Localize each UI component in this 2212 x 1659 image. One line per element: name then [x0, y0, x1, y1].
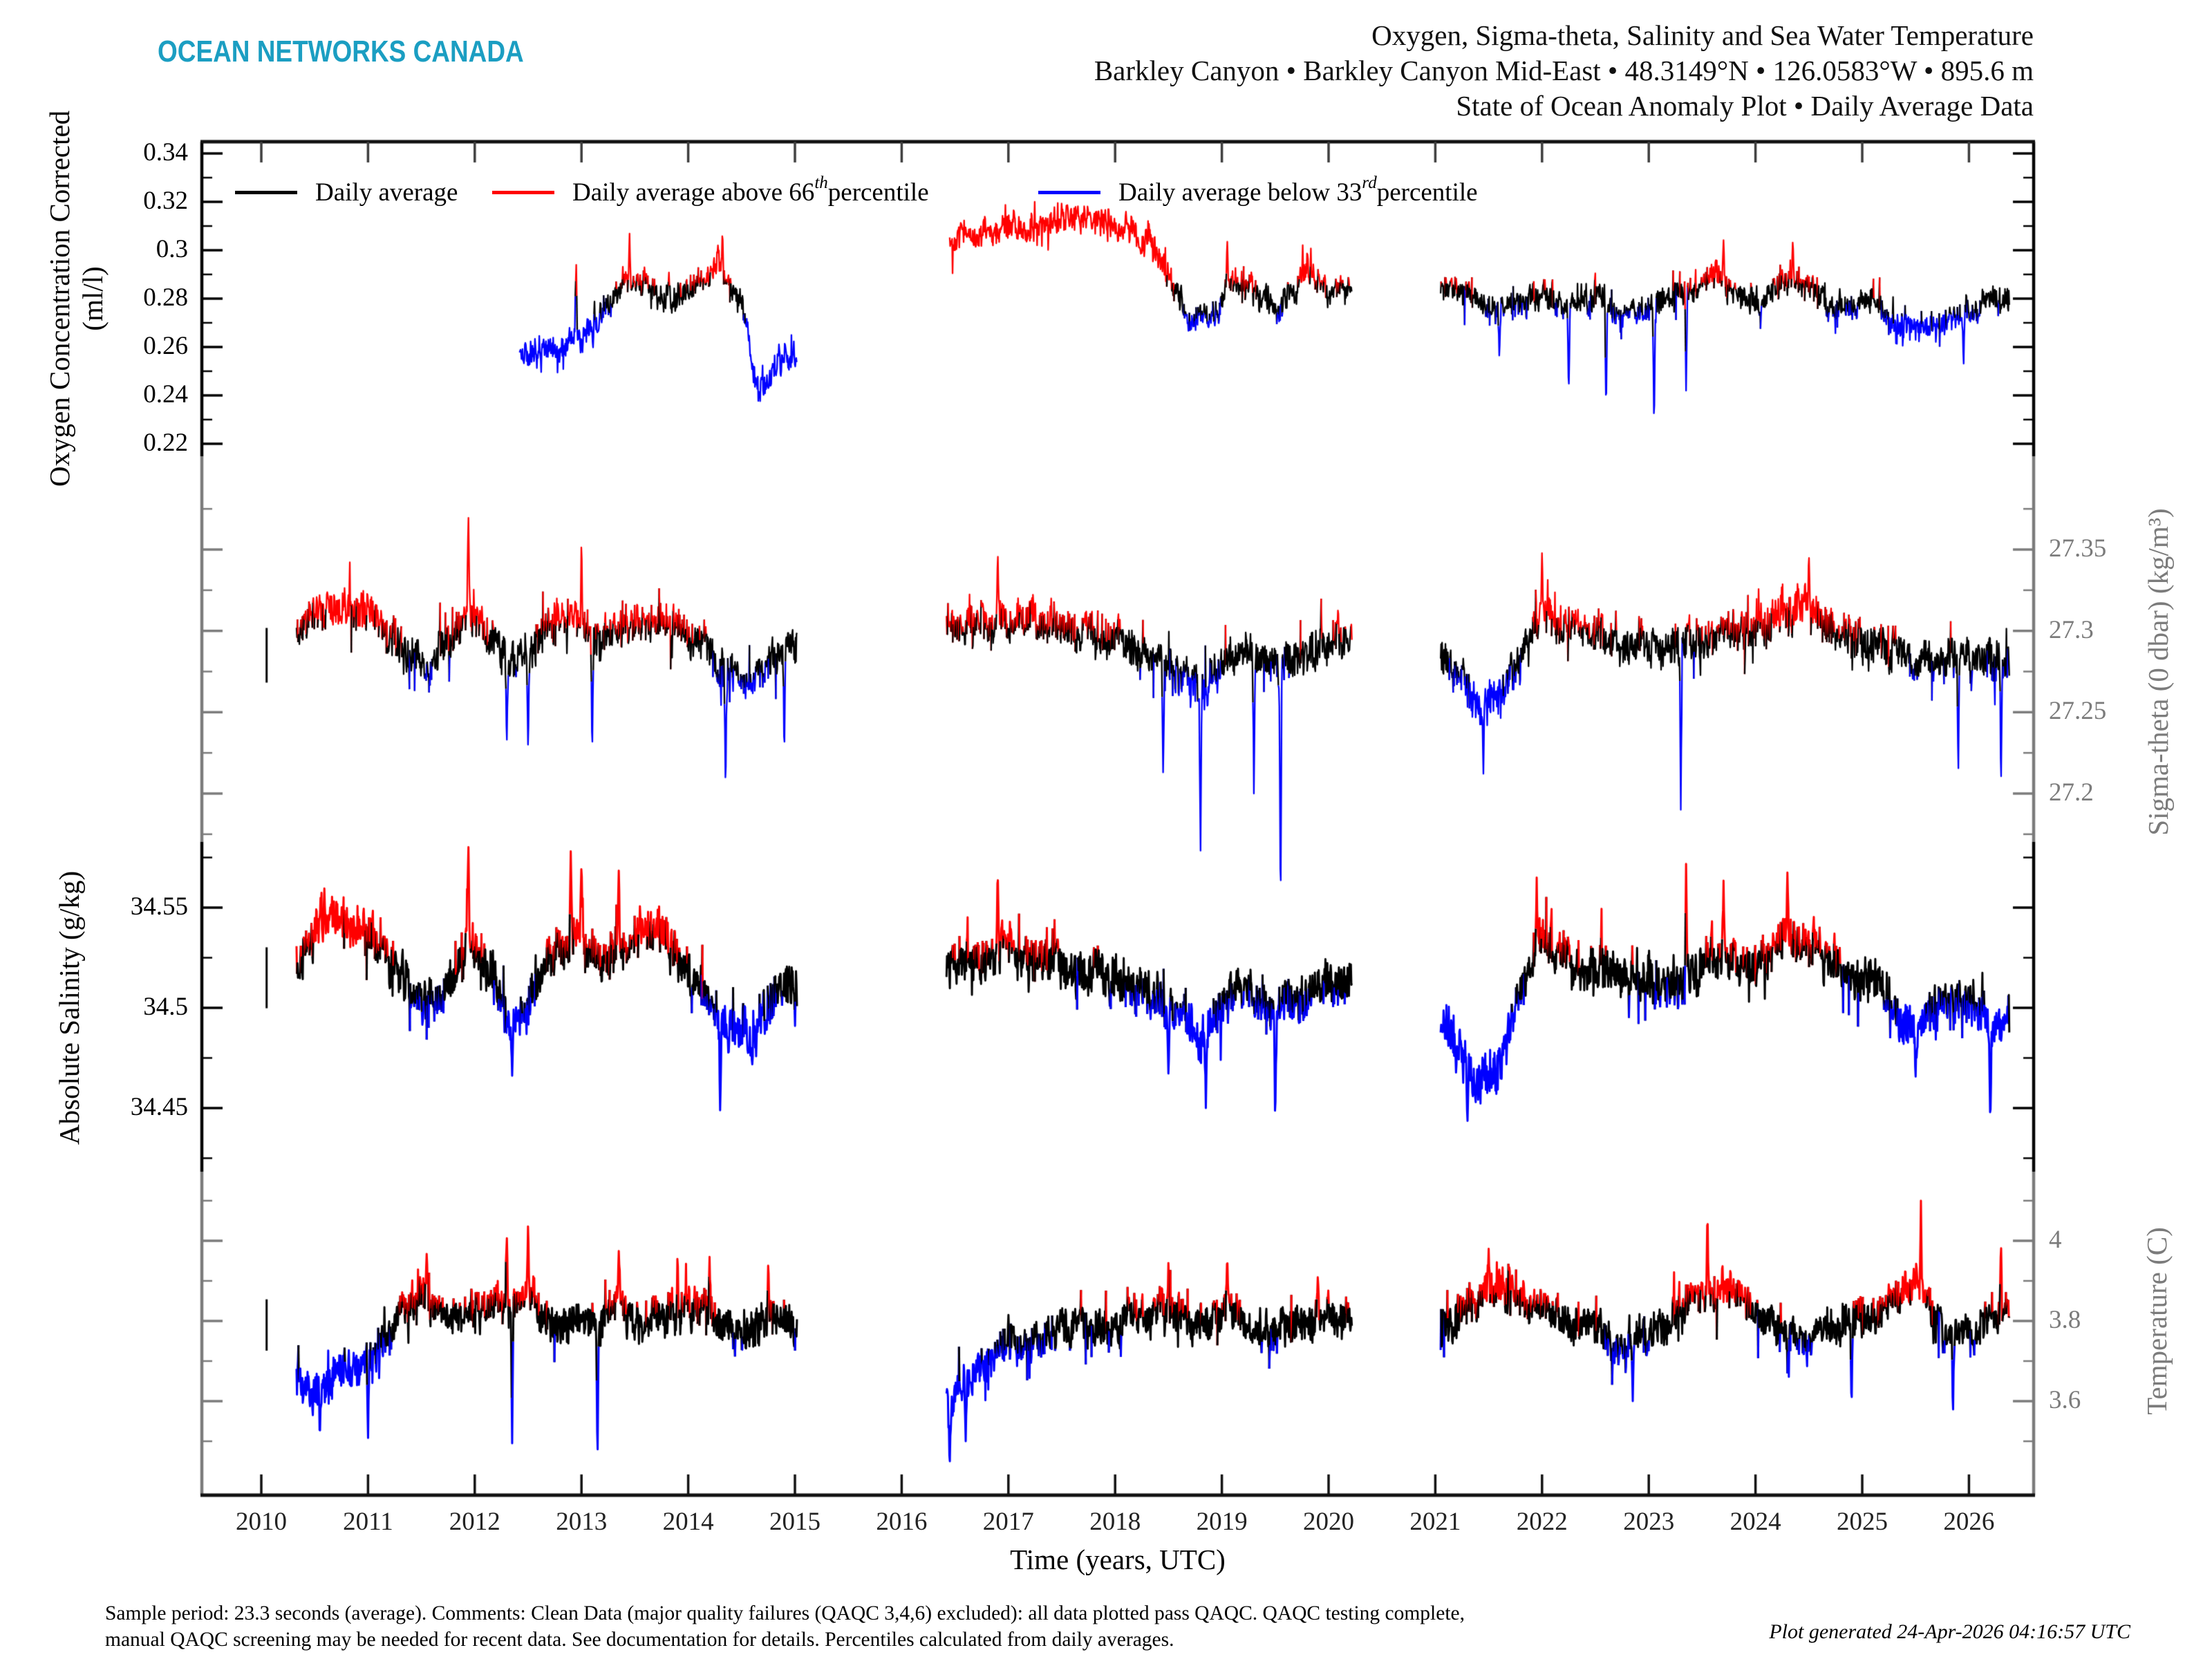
legend-line-black [235, 190, 297, 194]
y-tick-label-temperature: 4 [2049, 1226, 2062, 1254]
legend-superscript: rd [1362, 174, 1377, 192]
x-tick-label-2017: 2017 [982, 1508, 1034, 1536]
legend-label-suffix: percentile [827, 178, 929, 207]
x-tick-label-2011: 2011 [343, 1508, 393, 1536]
x-tick-label-2023: 2023 [1623, 1508, 1675, 1536]
y-tick-label-oxygen: 0.3 [156, 235, 188, 263]
legend-label: Daily average [315, 178, 458, 207]
y-axis-label-sigma-theta: Sigma-theta (0 dbar) (kg/m³) [2142, 508, 2174, 836]
y-tick-label-temperature: 3.8 [2049, 1306, 2081, 1334]
y-tick-label-oxygen: 0.24 [143, 380, 188, 409]
x-tick-label-2015: 2015 [769, 1508, 821, 1536]
legend-line-blue [1038, 190, 1100, 194]
y-tick-label-salinity: 34.5 [143, 993, 188, 1021]
footnote-line-1: Sample period: 23.3 seconds (average). C… [105, 1602, 1465, 1624]
y-axis-label-temperature: Temperature (C) [2141, 1227, 2173, 1415]
x-tick-label-2016: 2016 [876, 1508, 928, 1536]
x-tick-label-2026: 2026 [1943, 1508, 1995, 1536]
x-tick-label-2014: 2014 [662, 1508, 714, 1536]
y-tick-label-sigma_theta: 27.25 [2049, 697, 2107, 726]
y-tick-label-oxygen: 0.28 [143, 283, 188, 312]
y-tick-label-sigma_theta: 27.35 [2049, 534, 2107, 563]
legend-label: Daily average below 33 [1118, 178, 1362, 207]
y-tick-label-salinity: 34.45 [130, 1093, 188, 1121]
x-axis-label: Time (years, UTC) [1010, 1544, 1226, 1575]
plot-generated-timestamp: Plot generated 24-Apr-2026 04:16:57 UTC [1769, 1620, 2130, 1643]
x-tick-label-2020: 2020 [1303, 1508, 1354, 1536]
title-line-1: Oxygen, Sigma-theta, Salinity and Sea Wa… [1371, 19, 2034, 51]
y-axis-label-oxygen: Oxygen Concentration Corrected (ml/l) [43, 111, 109, 487]
x-tick-label-2010: 2010 [236, 1508, 287, 1536]
y-tick-label-sigma_theta: 27.2 [2049, 778, 2094, 807]
ocean-networks-canada-logo: OCEAN NETWORKS CANADA [158, 35, 524, 68]
x-tick-label-2022: 2022 [1516, 1508, 1568, 1536]
y-tick-label-sigma_theta: 27.3 [2049, 615, 2094, 644]
y-tick-label-oxygen: 0.34 [143, 138, 188, 167]
x-tick-label-2025: 2025 [1837, 1508, 1888, 1536]
legend-label-suffix: percentile [1376, 178, 1478, 207]
y-axis-label-oxygen-units: (ml/l) [77, 266, 109, 331]
title-block: Oxygen, Sigma-theta, Salinity and Sea Wa… [1094, 18, 2034, 124]
footnote-line-2: manual QAQC screening may be needed for … [105, 1629, 1174, 1651]
x-tick-label-2024: 2024 [1730, 1508, 1781, 1536]
y-tick-label-oxygen: 0.22 [143, 429, 188, 457]
legend-line-red [492, 190, 554, 194]
y-tick-label-salinity: 34.55 [130, 892, 188, 921]
legend-superscript: th [814, 174, 828, 192]
title-line-3: State of Ocean Anomaly Plot • Daily Aver… [1456, 90, 2034, 122]
y-tick-label-oxygen: 0.32 [143, 187, 188, 215]
legend-item-daily-average: Daily average [235, 178, 458, 207]
y-axis-label-salinity: Absolute Salinity (g/kg) [53, 870, 85, 1145]
y-tick-label-temperature: 3.6 [2049, 1386, 2081, 1414]
x-tick-label-2012: 2012 [449, 1508, 500, 1536]
title-line-2: Barkley Canyon • Barkley Canyon Mid-East… [1094, 55, 2034, 86]
x-tick-label-2013: 2013 [556, 1508, 608, 1536]
y-tick-label-oxygen: 0.26 [143, 332, 188, 360]
y-axis-label-oxygen-line1: Oxygen Concentration Corrected [44, 110, 75, 487]
x-tick-label-2021: 2021 [1409, 1508, 1461, 1536]
x-tick-label-2018: 2018 [1089, 1508, 1141, 1536]
legend-label: Daily average above 66 [572, 178, 815, 207]
x-tick-label-2019: 2019 [1196, 1508, 1248, 1536]
